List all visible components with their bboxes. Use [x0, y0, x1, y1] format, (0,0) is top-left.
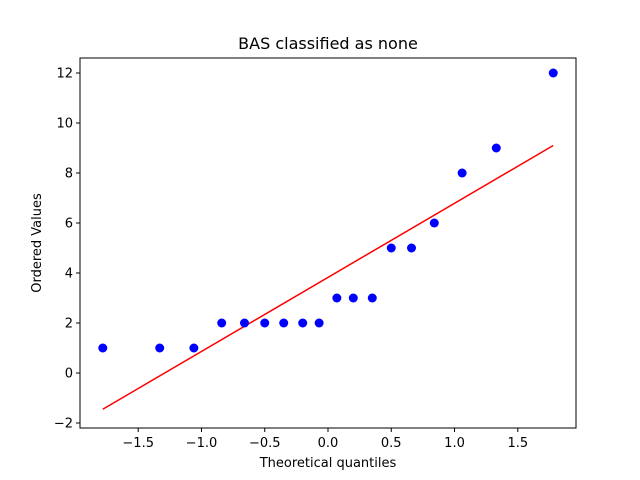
x-tick-label: −1.0	[186, 436, 218, 451]
y-tick-label: 8	[65, 167, 73, 182]
plot-area	[80, 58, 576, 428]
plot-frame	[79, 57, 577, 429]
x-tick-label: −1.5	[122, 436, 154, 451]
x-tick-label: 0.5	[381, 436, 402, 451]
data-point	[155, 343, 165, 353]
data-point	[367, 293, 377, 303]
data-point	[429, 218, 439, 228]
x-tick-label: −0.5	[249, 436, 281, 451]
x-axis-ticks: −1.5 −1.0 −0.5 0.0 0.5 1.0 1.5	[122, 428, 528, 451]
y-tick-label: 4	[65, 267, 73, 282]
y-axis-label: Ordered Values	[30, 193, 45, 293]
fit-line-group	[102, 144, 554, 410]
data-point	[260, 318, 270, 328]
chart-title: BAS classified as none	[238, 34, 418, 53]
data-point	[491, 143, 501, 153]
data-point	[348, 293, 358, 303]
data-point	[189, 343, 199, 353]
x-tick-label: 1.5	[507, 436, 528, 451]
fit-line	[102, 144, 554, 410]
data-point	[279, 318, 289, 328]
x-tick-label: 0.0	[318, 436, 339, 451]
y-tick-label: 6	[65, 217, 73, 232]
data-point	[332, 293, 342, 303]
data-point	[239, 318, 249, 328]
data-point	[407, 243, 417, 253]
y-tick-label: 10	[56, 117, 73, 132]
y-tick-label: 2	[65, 317, 73, 332]
data-point	[457, 168, 467, 178]
data-point	[98, 343, 108, 353]
x-axis-label: Theoretical quantiles	[259, 456, 397, 471]
y-axis-ticks: −2 0 2 4 6 8 10 12	[54, 67, 80, 432]
data-point	[298, 318, 308, 328]
y-tick-label: 0	[65, 367, 73, 382]
data-point	[217, 318, 227, 328]
y-tick-label: −2	[54, 417, 73, 432]
data-points-group	[98, 68, 558, 353]
data-point	[314, 318, 324, 328]
data-point	[386, 243, 396, 253]
x-tick-label: 1.0	[444, 436, 465, 451]
data-point	[548, 68, 558, 78]
y-tick-label: 12	[56, 67, 73, 82]
